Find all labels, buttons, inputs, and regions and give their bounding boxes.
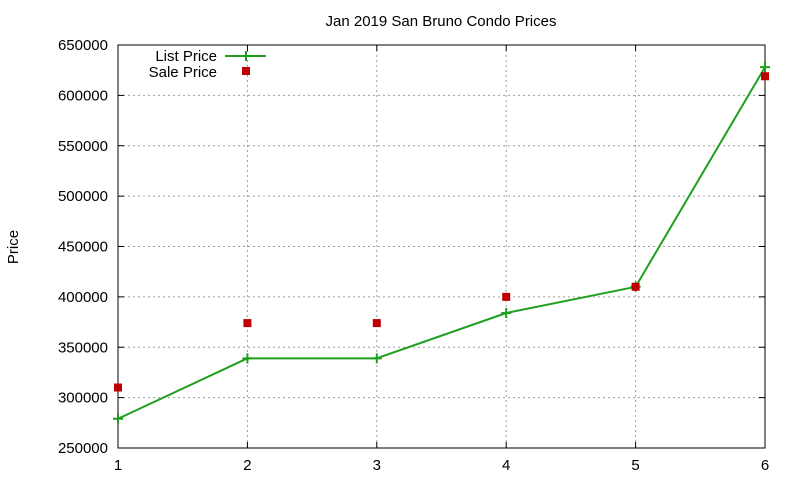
series-layer	[113, 62, 770, 424]
x-tick-label: 2	[243, 457, 251, 474]
y-tick-label: 550000	[58, 138, 108, 155]
legend-label-sale-price: Sale Price	[149, 64, 217, 81]
y-axis-label: Price	[5, 230, 22, 264]
legend-label-list-price: List Price	[155, 48, 217, 65]
sale-price-point	[631, 282, 640, 291]
y-tick-label: 350000	[58, 339, 108, 356]
legend: List Price Sale Price	[149, 48, 266, 81]
x-tick-label: 3	[373, 457, 381, 474]
x-tick-label: 6	[761, 457, 769, 474]
chart-title: Jan 2019 San Bruno Condo Prices	[326, 13, 557, 30]
y-tick-label: 400000	[58, 289, 108, 306]
y-tick-label: 300000	[58, 390, 108, 407]
sale-price-point	[114, 383, 122, 392]
y-tick-label: 600000	[58, 87, 108, 104]
grid-layer	[118, 45, 765, 448]
y-tick-label: 650000	[58, 37, 108, 54]
list-price-point	[371, 353, 382, 364]
y-tick-label: 250000	[58, 440, 108, 457]
x-tick-label: 1	[114, 457, 122, 474]
plot-border	[117, 44, 766, 449]
ticks-layer: 1 2 3 4 5 6 250000 300000 350000 400000 450000 5000…	[58, 37, 769, 474]
list-price-point	[113, 413, 123, 424]
sale-price-point	[761, 72, 769, 81]
series-line-list-price	[117, 66, 766, 420]
sale-price-point	[502, 292, 511, 301]
sale-price-point	[243, 319, 252, 328]
legend-marker-list-price	[241, 51, 251, 61]
x-tick-label: 4	[502, 457, 510, 474]
list-price-point	[242, 353, 253, 364]
y-tick-label: 500000	[58, 188, 108, 205]
x-tick-label: 5	[631, 457, 639, 474]
sale-price-point	[372, 319, 381, 328]
list-price-point	[501, 307, 512, 318]
list-price-point	[760, 62, 770, 73]
y-tick-label: 450000	[58, 239, 108, 256]
legend-marker-sale-price	[242, 67, 250, 75]
